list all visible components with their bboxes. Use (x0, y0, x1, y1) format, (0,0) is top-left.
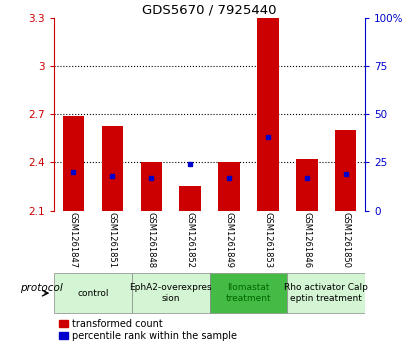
Legend: transformed count, percentile rank within the sample: transformed count, percentile rank withi… (59, 319, 237, 341)
Text: GSM1261853: GSM1261853 (264, 212, 272, 269)
Bar (287, 273, 365, 313)
Text: GSM1261848: GSM1261848 (147, 212, 156, 269)
Text: protocol: protocol (20, 283, 63, 293)
Bar (179, 187, 201, 211)
Text: GSM1261850: GSM1261850 (341, 212, 350, 268)
Bar (102, 126, 123, 211)
Bar (218, 163, 240, 211)
Text: GSM1261849: GSM1261849 (225, 212, 234, 268)
Bar (296, 159, 317, 211)
Bar (132, 273, 210, 313)
Bar (257, 18, 278, 211)
Text: GSM1261852: GSM1261852 (186, 212, 195, 268)
Text: EphA2-overexpres
sion: EphA2-overexpres sion (129, 283, 212, 303)
Bar (54, 273, 132, 313)
Title: GDS5670 / 7925440: GDS5670 / 7925440 (142, 4, 277, 17)
Bar (63, 116, 84, 211)
Text: GSM1261847: GSM1261847 (69, 212, 78, 269)
Bar (210, 273, 287, 313)
Bar (335, 130, 356, 211)
Text: Ilomastat
treatment: Ilomastat treatment (226, 283, 271, 303)
Text: control: control (77, 289, 109, 298)
Bar (141, 163, 162, 211)
Text: Rho activator Calp
eptin treatment: Rho activator Calp eptin treatment (284, 283, 368, 303)
Text: GSM1261851: GSM1261851 (108, 212, 117, 268)
Text: GSM1261846: GSM1261846 (303, 212, 311, 269)
